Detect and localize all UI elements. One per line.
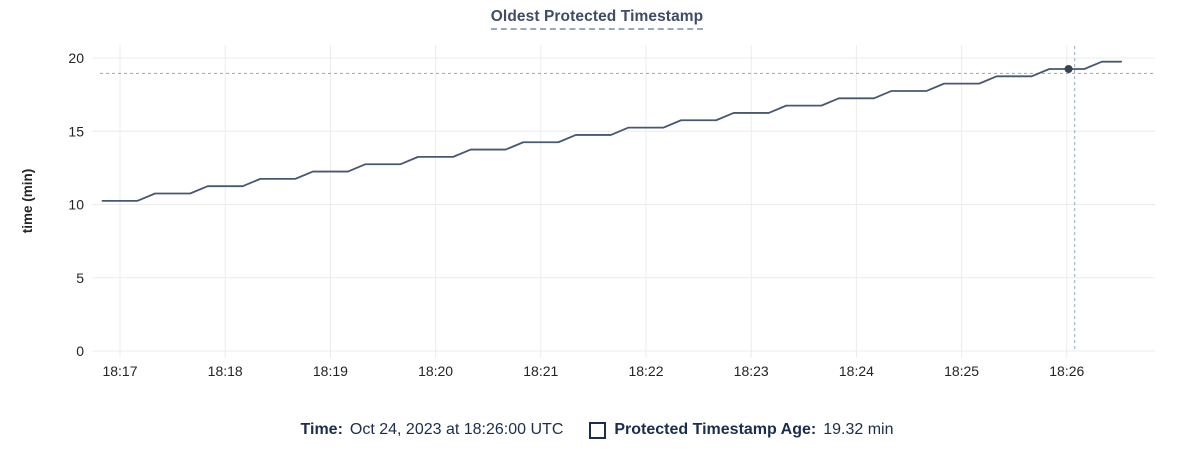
y-tick-label: 15	[68, 123, 84, 139]
legend-time-label: Time:	[300, 421, 343, 438]
y-axis-title: time (min)	[20, 169, 35, 234]
series-checkbox-icon[interactable]	[589, 421, 607, 439]
x-tick-label: 18:21	[523, 363, 558, 379]
x-tick-label: 18:22	[628, 363, 663, 379]
x-tick-label: 18:24	[839, 363, 874, 379]
y-tick-label: 10	[68, 197, 84, 213]
y-tick-label: 0	[76, 343, 84, 359]
x-tick-label: 18:25	[944, 363, 979, 379]
chart-title[interactable]: Oldest Protected Timestamp	[490, 8, 704, 30]
legend-time-value: Oct 24, 2023 at 18:26:00 UTC	[349, 421, 564, 438]
line-chart[interactable]: 0 5 10 15 20 18:17 18:18 18:19 18:20 18:21 18:22 18…	[0, 0, 1194, 400]
x-tick-label: 18:17	[102, 363, 137, 379]
y-tick-label: 20	[68, 50, 84, 66]
chart-header: Oldest Protected Timestamp	[0, 8, 1194, 30]
x-tick-label: 18:19	[313, 363, 348, 379]
x-tick-label: 18:18	[208, 363, 243, 379]
legend-series-label: Protected Timestamp Age:	[614, 421, 817, 438]
series-line	[101, 60, 1123, 202]
x-tick-label: 18:26	[1049, 363, 1084, 379]
y-tick-label: 5	[76, 270, 84, 286]
x-tick-label: 18:20	[418, 363, 453, 379]
hover-dot	[1064, 64, 1073, 73]
legend-series-value: 19.32 min	[823, 421, 894, 438]
hover-legend: Time: Oct 24, 2023 at 18:26:00 UTC Prote…	[0, 421, 1194, 439]
x-tick-label: 18:23	[734, 363, 769, 379]
